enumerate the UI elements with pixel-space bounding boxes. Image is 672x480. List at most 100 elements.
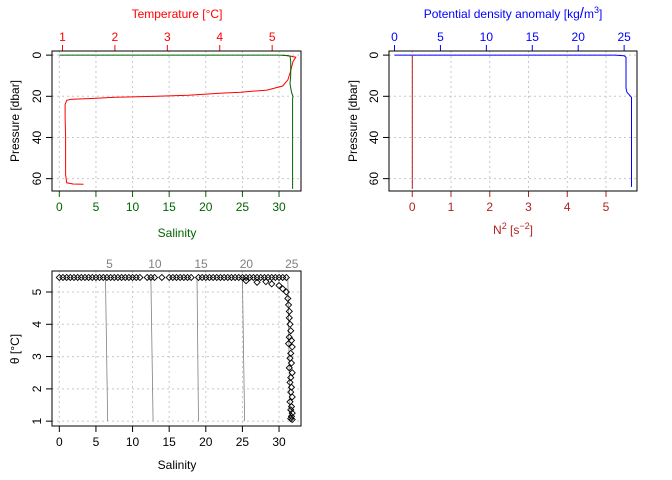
x-tick-label: 0: [56, 435, 63, 449]
plot-frame: [388, 50, 638, 192]
ts-data-point: [213, 273, 221, 282]
ts-data-point: [271, 273, 280, 282]
salinity-tick-label: 25: [236, 200, 250, 214]
ts-data-point: [279, 273, 287, 282]
ts-data-point: [220, 273, 228, 282]
y-tick-label: 4: [30, 321, 44, 328]
n2-axis-title-part: [s: [507, 223, 520, 237]
ts-data-point: [231, 273, 239, 282]
density-tick-label: 25: [617, 30, 631, 44]
ts-data-point: [77, 273, 85, 282]
ts-data-point: [121, 273, 129, 282]
n2-axis-title-part: −2: [519, 221, 529, 231]
temperature-profile-line: [64, 54, 297, 185]
isopycnal-label: 25: [285, 257, 299, 271]
ts-data-point: [180, 273, 188, 282]
ts-data-point: [150, 273, 159, 282]
ts-data-point: [285, 364, 293, 372]
ts-data-point: [242, 277, 250, 285]
density-tick-label: 20: [572, 30, 586, 44]
y-tick-label: 1: [30, 418, 44, 425]
salinity-tick-label: 0: [56, 200, 63, 214]
n2-tick-label: 0: [409, 200, 416, 214]
temperature-axis-title: Temperature [°C]: [132, 7, 223, 21]
temperature-tick-label: 5: [269, 30, 276, 44]
salinity-tick-label: 20: [199, 200, 213, 214]
theta-axis-title-part: θ [: [8, 350, 22, 364]
temperature-tick-label: 4: [216, 30, 223, 44]
ts-data-point: [264, 273, 272, 282]
ts-data-point: [143, 273, 151, 282]
isopycnal-line: [242, 277, 246, 422]
ts-data-point: [288, 393, 296, 401]
plot-frame: [51, 50, 302, 192]
temperature-tick-label: 3: [164, 30, 171, 44]
ts-data-point: [70, 273, 78, 282]
x-tick-label: 30: [272, 435, 286, 449]
salinity-tick-label: 10: [126, 200, 140, 214]
ts-data-point: [288, 415, 296, 424]
ts-data-point: [253, 278, 261, 286]
ts-data-point: [194, 273, 203, 282]
ts-data-point: [63, 273, 71, 282]
ts-data-point: [279, 285, 287, 293]
y-tick-label: 3: [30, 353, 44, 360]
density-tick-label: 5: [437, 30, 444, 44]
ts-data-point: [285, 314, 293, 322]
ts-data-point: [282, 288, 290, 296]
y-tick-label: 40: [367, 130, 381, 144]
n2-tick-label: 5: [603, 200, 610, 214]
ts-data-point: [66, 273, 74, 282]
salinity-tick-label: 30: [272, 200, 286, 214]
salinity-tick-label: 5: [93, 200, 100, 214]
temperature-tick-label: 1: [59, 30, 66, 44]
ts-data-point: [81, 273, 89, 282]
density-axis-title-part: ]: [599, 7, 602, 21]
density-axis-title: Potential density anomaly [kg/m3]: [424, 5, 603, 22]
ts-data-point: [110, 273, 118, 282]
ts-diagram-panel: 0 5 10 15 20 25 30 1 2 3 4 5 5 10 15 20 25 Salinity θ [°C]: [8, 257, 302, 472]
x-tick-label: 10: [126, 435, 140, 449]
ts-data-point: [209, 273, 217, 282]
isopycnal-line: [196, 277, 199, 422]
temperature-tick-label: 2: [112, 30, 119, 44]
ts-data-point: [172, 273, 181, 282]
ts-data-point: [284, 301, 293, 309]
ts-data-point: [268, 280, 276, 288]
n2-axis-title: N2 [s−2]: [493, 221, 533, 237]
y-tick-label: 20: [367, 89, 381, 103]
temperature-axis-title-part: C]: [210, 7, 222, 21]
x-tick-label: 25: [236, 435, 250, 449]
density-axis-title-part: m: [584, 7, 594, 21]
y-tick-label: 0: [30, 51, 44, 58]
density-axis-title-part: Potential density anomaly [kg: [424, 7, 580, 21]
ts-data-point: [287, 359, 296, 367]
ts-data-point: [88, 273, 96, 282]
y-tick-label: 5: [30, 288, 44, 295]
pressure-axis-title: Pressure [dbar]: [346, 80, 360, 162]
ts-data-point: [187, 273, 195, 282]
density-n2-profile-panel: 0 20 40 60 0 1 2 3 4 5 0 5 10 15 20 25 Potential density…: [346, 5, 638, 237]
ts-data-point: [287, 327, 295, 335]
theta-axis-title: θ [°C]: [8, 334, 22, 364]
temperature-salinity-profile-panel: 0 20 40 60 0 5 10 15 20 25 30 1 2 3 4 5 Temperature [°C]…: [8, 7, 302, 240]
ts-data-point: [132, 273, 140, 282]
ts-data-point: [183, 273, 192, 282]
ts-data-point: [59, 273, 67, 282]
temperature-axis-title-part: Temperature [: [132, 7, 207, 21]
ts-data-point: [262, 278, 270, 286]
ts-data-point: [287, 412, 296, 420]
density-axis-title-part: /: [580, 5, 585, 22]
n2-tick-label: 2: [486, 200, 493, 214]
ts-data-point: [103, 273, 111, 282]
ts-data-point: [227, 273, 236, 282]
plot-frame: [51, 270, 302, 427]
ts-data-point: [288, 343, 296, 351]
y-tick-label: 60: [367, 172, 381, 186]
ts-data-point: [284, 340, 293, 348]
isopycnal-label: 15: [194, 257, 208, 271]
salinity-axis-title: Salinity: [158, 226, 197, 240]
ts-data-point: [125, 273, 133, 282]
ts-data-point: [286, 320, 294, 328]
